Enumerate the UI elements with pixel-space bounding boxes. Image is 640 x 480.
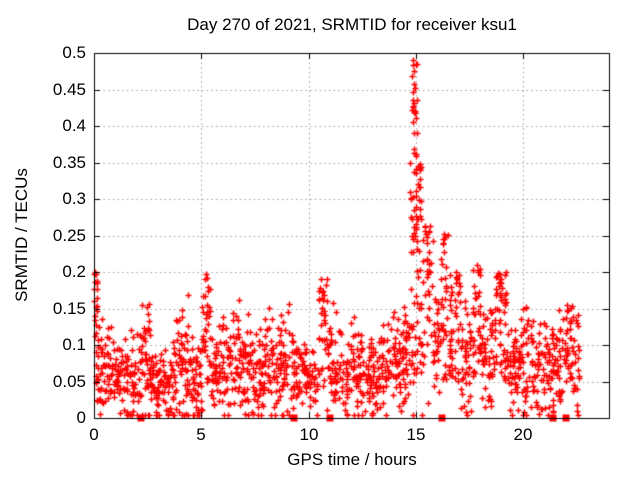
y-tick-label: 0.2 xyxy=(62,262,86,281)
y-tick-label: 0.25 xyxy=(52,226,86,245)
y-tick-label: 0.35 xyxy=(52,153,86,172)
y-tick-label: 0.45 xyxy=(52,80,86,99)
y-tick-label: 0.3 xyxy=(62,189,86,208)
y-tick-label: 0.05 xyxy=(52,372,86,391)
y-tick-label: 0.5 xyxy=(62,43,86,62)
x-tick-label: 15 xyxy=(406,425,426,444)
y-tick-label: 0.4 xyxy=(62,116,86,135)
y-tick-label: 0.15 xyxy=(52,299,86,318)
x-tick-label: 10 xyxy=(299,425,319,444)
x-tick-label: 0 xyxy=(89,425,99,444)
x-tick-label: 5 xyxy=(196,425,206,444)
y-tick-label: 0.1 xyxy=(62,335,86,354)
y-tick-label: 0 xyxy=(76,408,86,427)
x-axis-label: GPS time / hours xyxy=(287,450,417,469)
plot-title: Day 270 of 2021, SRMTID for receiver ksu… xyxy=(187,15,517,34)
x-tick-label: 20 xyxy=(513,425,533,444)
